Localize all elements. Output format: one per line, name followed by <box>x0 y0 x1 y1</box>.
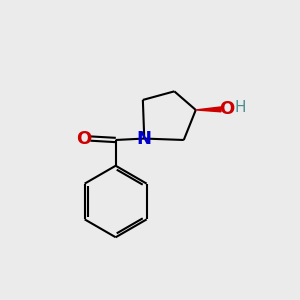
Polygon shape <box>196 107 221 112</box>
Text: H: H <box>235 100 246 115</box>
Text: O: O <box>76 130 92 148</box>
Text: O: O <box>220 100 235 118</box>
Text: N: N <box>137 130 152 148</box>
